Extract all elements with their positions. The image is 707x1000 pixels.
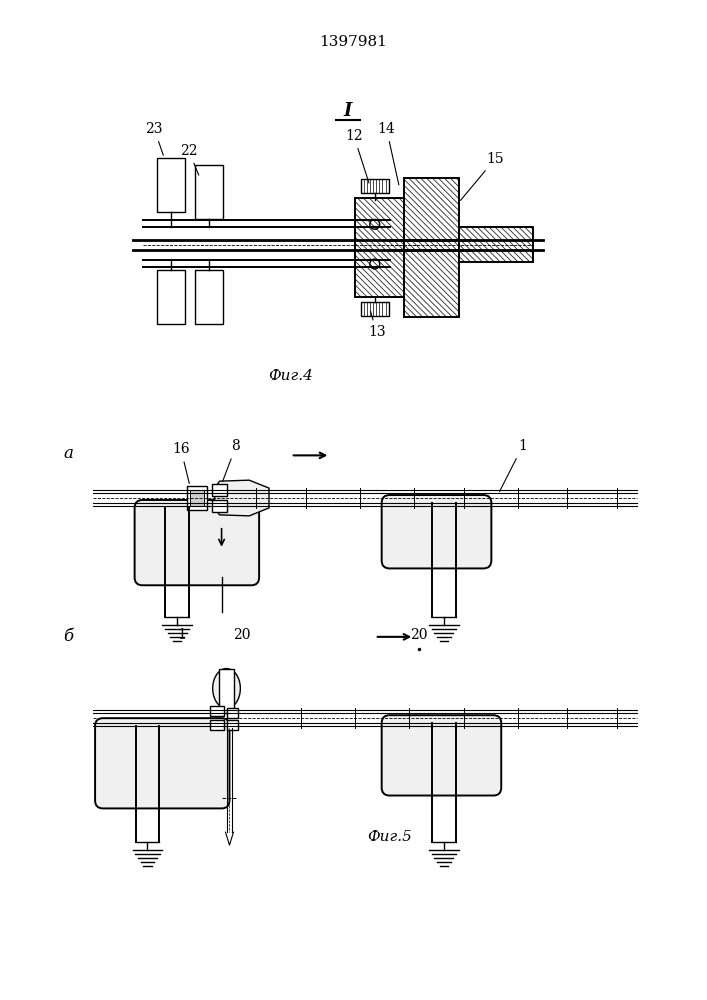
Bar xyxy=(210,706,223,716)
Circle shape xyxy=(370,219,380,229)
Text: 13: 13 xyxy=(368,311,385,339)
Text: 1: 1 xyxy=(177,628,187,642)
Bar xyxy=(459,227,533,262)
Bar xyxy=(404,178,459,317)
Text: а: а xyxy=(64,445,74,462)
Bar xyxy=(211,500,226,512)
Polygon shape xyxy=(215,480,269,516)
Bar xyxy=(226,708,238,718)
Bar xyxy=(158,270,185,324)
Bar xyxy=(361,179,389,193)
Bar xyxy=(218,669,235,713)
Bar xyxy=(211,484,226,496)
FancyBboxPatch shape xyxy=(382,715,501,796)
Text: б: б xyxy=(64,628,74,645)
Bar xyxy=(158,158,185,212)
Circle shape xyxy=(370,259,380,269)
Bar xyxy=(361,302,389,316)
Text: 22: 22 xyxy=(180,144,199,175)
Text: Фиг.4: Фиг.4 xyxy=(269,369,313,383)
Bar xyxy=(187,486,206,510)
Bar xyxy=(226,720,238,730)
Text: I: I xyxy=(344,102,352,120)
Text: 20: 20 xyxy=(233,628,250,642)
Text: 1397981: 1397981 xyxy=(319,35,387,49)
Text: 16: 16 xyxy=(173,442,189,483)
FancyBboxPatch shape xyxy=(95,718,230,808)
Bar xyxy=(195,270,223,324)
Text: 1: 1 xyxy=(500,439,527,492)
Text: 23: 23 xyxy=(146,122,163,155)
Bar xyxy=(210,720,223,730)
Text: 14: 14 xyxy=(378,122,399,185)
Text: 15: 15 xyxy=(460,152,504,200)
FancyBboxPatch shape xyxy=(382,495,491,568)
FancyBboxPatch shape xyxy=(134,500,259,585)
Text: 8: 8 xyxy=(223,439,240,482)
Bar xyxy=(195,165,223,219)
Ellipse shape xyxy=(213,669,240,708)
Bar xyxy=(355,198,404,297)
Text: Фиг.5: Фиг.5 xyxy=(367,830,412,844)
Bar xyxy=(190,490,204,506)
Text: 12: 12 xyxy=(345,129,369,183)
Text: 20: 20 xyxy=(411,628,428,642)
